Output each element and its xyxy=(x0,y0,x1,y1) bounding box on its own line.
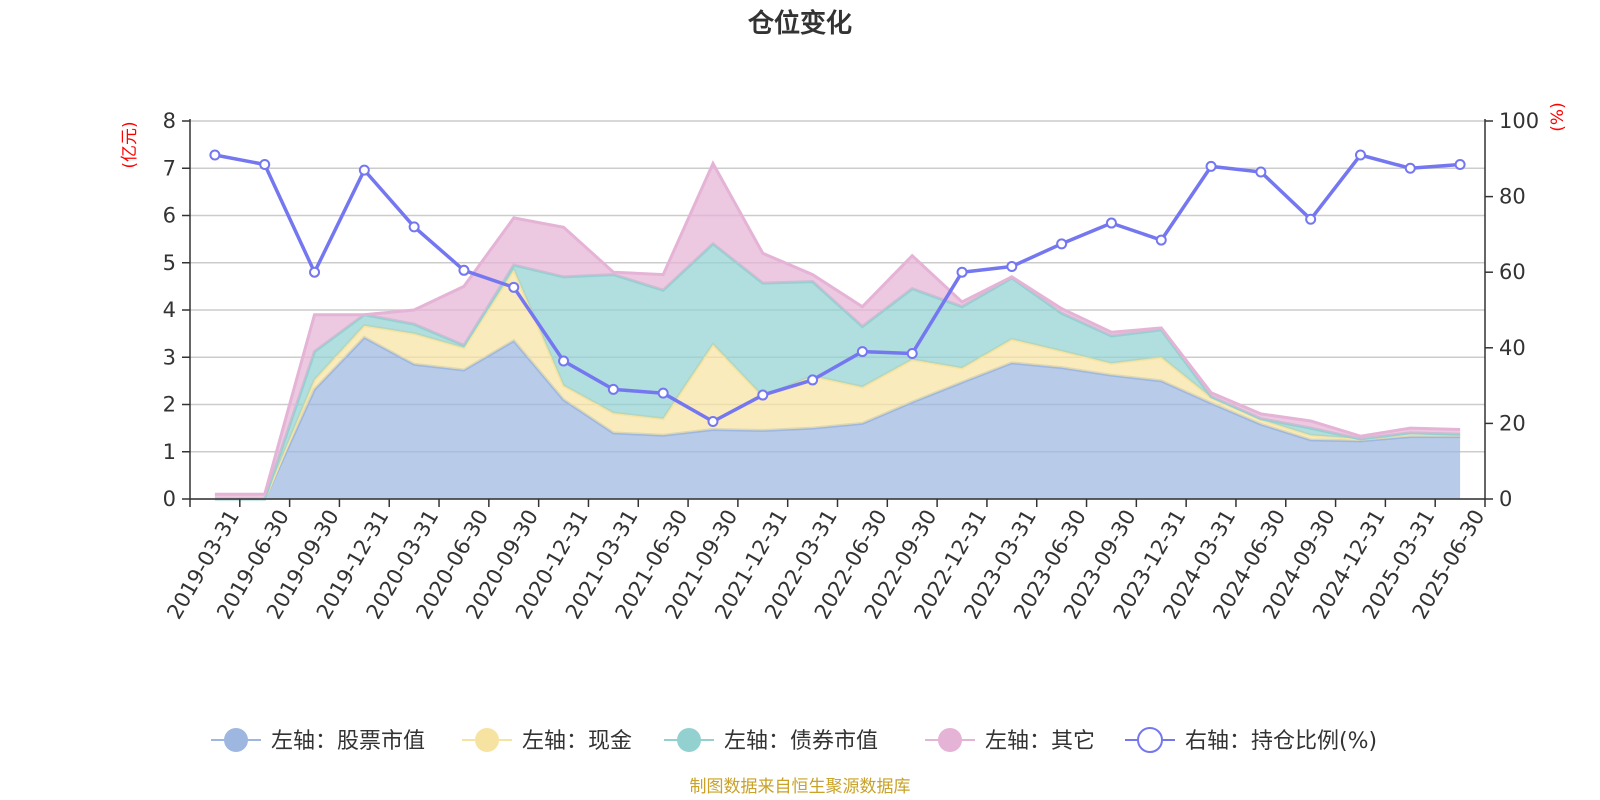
legend-label: 左轴：其它 xyxy=(985,729,1095,754)
ratio-point[interactable] xyxy=(707,416,719,428)
ratio-point[interactable] xyxy=(259,158,271,170)
area-fill-2 xyxy=(214,243,1461,499)
area-fill-3 xyxy=(214,163,1461,499)
ratio-point[interactable] xyxy=(458,264,470,276)
left-tick-label: 6 xyxy=(163,204,176,228)
source-note: 制图数据来自恒生聚源数据库 xyxy=(690,777,911,797)
legend-label: 左轴：债券市值 xyxy=(724,729,878,754)
chart-title: 仓位变化 xyxy=(747,8,852,39)
ratio-point[interactable] xyxy=(358,164,370,176)
ratio-point[interactable] xyxy=(508,281,520,293)
ratio-point[interactable] xyxy=(1155,234,1167,246)
legend-marker xyxy=(677,728,701,752)
right-tick-label: 0 xyxy=(1499,487,1512,511)
ratio-point[interactable] xyxy=(1006,261,1018,273)
ratio-point[interactable] xyxy=(558,355,570,367)
ratio-point[interactable] xyxy=(906,347,918,359)
ratio-point[interactable] xyxy=(1404,162,1416,174)
ratio-point[interactable] xyxy=(209,149,221,161)
ratio-point[interactable] xyxy=(607,383,619,395)
ratio-point[interactable] xyxy=(1454,158,1466,170)
ratio-point[interactable] xyxy=(856,346,868,358)
area-fill-1 xyxy=(214,269,1461,499)
ratio-point[interactable] xyxy=(408,221,420,233)
legend-marker xyxy=(475,728,499,752)
left-tick-label: 5 xyxy=(163,251,176,275)
left-tick-label: 4 xyxy=(163,298,176,322)
legend-item[interactable]: 右轴：持仓比例(%) xyxy=(1125,727,1377,754)
ratio-point[interactable] xyxy=(807,374,819,386)
left-tick-label: 8 xyxy=(163,109,176,133)
legend-marker xyxy=(938,728,962,752)
area-edge-3 xyxy=(214,160,1461,496)
legend-label: 左轴：现金 xyxy=(522,729,632,754)
ratio-point[interactable] xyxy=(757,389,769,401)
ratio-point[interactable] xyxy=(1056,238,1068,250)
legend-marker xyxy=(224,728,248,752)
area-fill-0 xyxy=(214,337,1461,499)
left-tick-label: 3 xyxy=(163,345,176,369)
right-tick-label: 20 xyxy=(1499,411,1526,435)
legend-item[interactable]: 左轴：股票市值 xyxy=(211,728,425,754)
ratio-point[interactable] xyxy=(1105,217,1117,229)
right-tick-label: 80 xyxy=(1499,185,1526,209)
line-series xyxy=(209,149,1466,428)
legend-label: 右轴：持仓比例(%) xyxy=(1185,729,1377,754)
ratio-point[interactable] xyxy=(956,266,968,278)
ratio-point[interactable] xyxy=(1354,149,1366,161)
right-tick-label: 60 xyxy=(1499,260,1526,284)
right-tick-label: 40 xyxy=(1499,336,1526,360)
ratio-point[interactable] xyxy=(309,266,321,278)
legend-label: 左轴：股票市值 xyxy=(271,729,425,754)
legend-item[interactable]: 左轴：其它 xyxy=(925,728,1095,754)
ratio-point[interactable] xyxy=(1255,166,1267,178)
ratio-line xyxy=(214,153,1461,424)
legend-item[interactable]: 左轴：债券市值 xyxy=(664,728,878,754)
right-axis-unit: (%) xyxy=(1548,102,1568,131)
ratio-point[interactable] xyxy=(1305,213,1317,225)
left-tick-label: 7 xyxy=(163,156,176,180)
left-axis-unit: (亿元) xyxy=(120,121,140,168)
left-tick-label: 2 xyxy=(163,393,176,417)
legend-item[interactable]: 左轴：现金 xyxy=(462,728,632,754)
area-series xyxy=(214,160,1461,501)
left-tick-label: 1 xyxy=(163,440,176,464)
ratio-point[interactable] xyxy=(657,387,669,399)
left-tick-label: 0 xyxy=(163,487,176,511)
legend[interactable]: 左轴：股票市值 左轴：现金 左轴：债券市值 左轴：其它 右轴：持仓比例(%) xyxy=(211,727,1377,754)
right-tick-label: 100 xyxy=(1499,109,1539,133)
ratio-point[interactable] xyxy=(1205,160,1217,172)
legend-marker xyxy=(1137,727,1163,753)
